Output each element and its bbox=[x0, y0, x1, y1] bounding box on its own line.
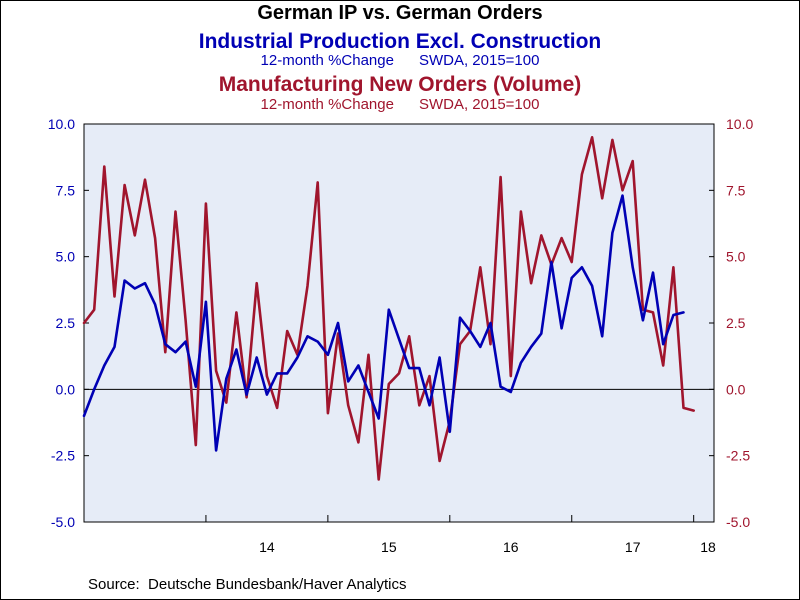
y-tick-label-left: 7.5 bbox=[56, 182, 76, 198]
x-tick-label: 17 bbox=[625, 539, 641, 555]
series1-subtitle: 12-month %Change SWDA, 2015=100 bbox=[260, 52, 540, 69]
x-tick-label: 15 bbox=[381, 539, 397, 555]
series2-subtitle: 12-month %Change SWDA, 2015=100 bbox=[260, 96, 540, 113]
y-tick-label-right: -2.5 bbox=[726, 448, 750, 464]
y-tick-label-left: 10.0 bbox=[48, 116, 75, 132]
series2-title: Manufacturing New Orders (Volume) bbox=[218, 73, 582, 96]
y-tick-label-right: 2.5 bbox=[726, 315, 746, 331]
series1-title: Industrial Production Excl. Construction bbox=[198, 30, 602, 53]
y-tick-label-left: -5.0 bbox=[51, 514, 75, 530]
source-note: Source: Deutsche Bundesbank/Haver Analyt… bbox=[88, 576, 407, 593]
x-tick-label: 14 bbox=[259, 539, 275, 555]
y-tick-label-right: 10.0 bbox=[726, 116, 753, 132]
y-tick-label-left: -2.5 bbox=[51, 448, 75, 464]
y-tick-label-left: 5.0 bbox=[56, 249, 76, 265]
y-tick-label-right: 0.0 bbox=[726, 381, 746, 397]
y-tick-label-right: 7.5 bbox=[726, 182, 746, 198]
x-tick-label: 18 bbox=[700, 539, 716, 555]
plot-area bbox=[83, 123, 715, 523]
y-tick-label-right: 5.0 bbox=[726, 249, 746, 265]
y-tick-label-left: 2.5 bbox=[56, 315, 76, 331]
series-line-industrial-production bbox=[82, 194, 685, 452]
chart-title: German IP vs. German Orders bbox=[257, 2, 543, 24]
y-tick-label-right: -5.0 bbox=[726, 514, 750, 530]
series-line-new-orders bbox=[82, 136, 696, 481]
y-tick-label-left: 0.0 bbox=[56, 381, 76, 397]
x-tick-label: 16 bbox=[503, 539, 519, 555]
